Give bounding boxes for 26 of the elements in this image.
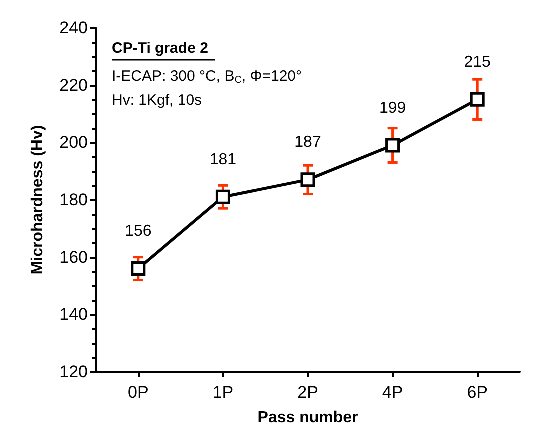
x-tick-label: 6P xyxy=(467,383,488,402)
y-tick-label: 200 xyxy=(60,133,88,152)
y-tick-label: 120 xyxy=(60,362,88,382)
y-tick-label: 220 xyxy=(60,76,88,95)
point xyxy=(216,190,230,204)
x-tick-label: 4P xyxy=(382,383,404,402)
data-label: 187 xyxy=(294,134,322,152)
x-axis-title: Pass number xyxy=(258,410,358,426)
point xyxy=(131,262,146,276)
data-label: 199 xyxy=(379,100,406,117)
y-tick-label: 240 xyxy=(60,18,88,38)
y-tick-label: 160 xyxy=(60,248,88,267)
point xyxy=(470,92,485,107)
y-tick-label: 140 xyxy=(60,305,88,324)
point xyxy=(386,138,400,153)
data-label: 156 xyxy=(125,223,152,240)
y-axis-title: Microhardness (Hv) xyxy=(30,125,46,275)
annotation: CP-Ti grade 2 xyxy=(112,40,208,57)
x-tick-label: 1P xyxy=(212,383,234,402)
point xyxy=(300,172,316,188)
data-label: 181 xyxy=(210,151,237,168)
y-tick-label: 180 xyxy=(60,190,88,210)
x-tick-label: 0P xyxy=(128,383,149,402)
x-tick-label: 2P xyxy=(298,383,318,402)
data-label: 215 xyxy=(464,54,492,71)
annotation: Hv: 1Kgf, 10s xyxy=(112,92,202,109)
